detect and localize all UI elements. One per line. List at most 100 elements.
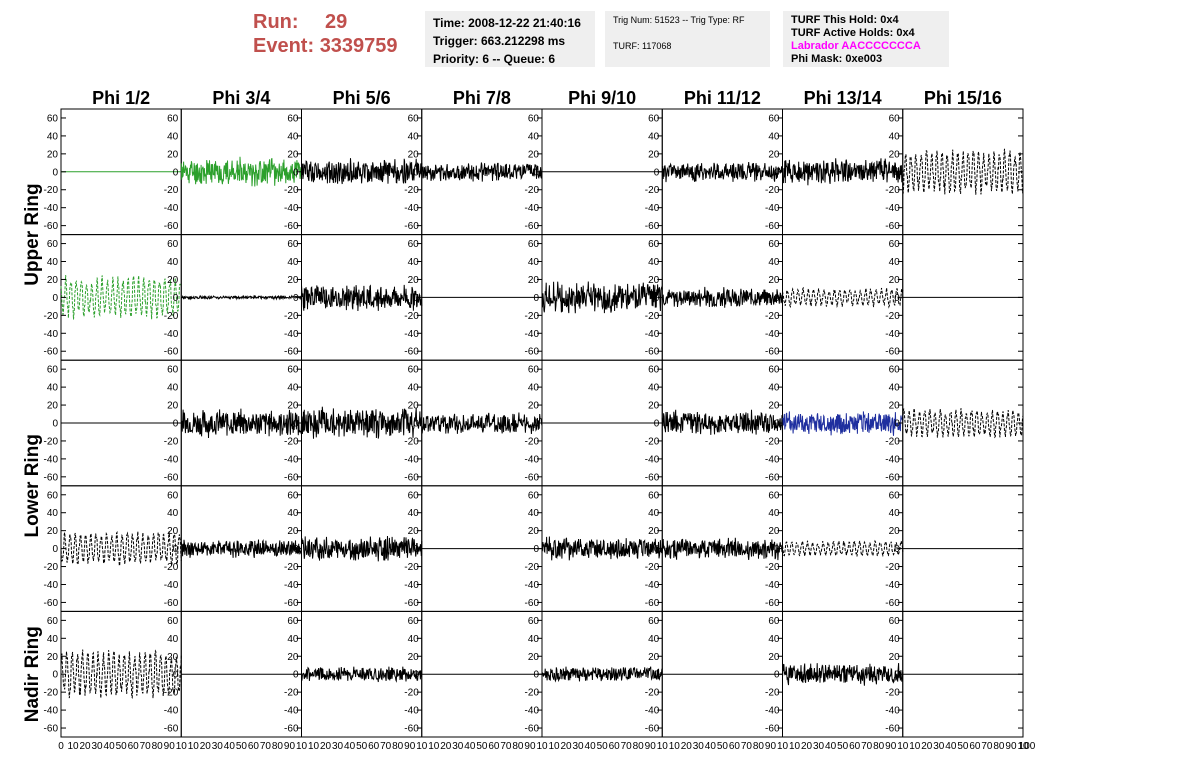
y-tick-label: 20 [167,275,179,286]
x-tick-label: 50 [116,741,128,752]
y-tick-label: 60 [287,365,299,376]
waveform-trace [301,158,423,185]
y-tick-label: 40 [768,257,780,268]
event-value: 3339759 [319,35,398,57]
x-tick-label: 60 [128,741,140,752]
y-tick-label: -40 [525,203,540,214]
y-tick-label: -20 [765,688,780,699]
y-tick-label: -40 [284,454,299,465]
x-tick-label: 60 [969,741,981,752]
y-tick-label: 20 [167,652,179,663]
y-tick-label: 0 [413,419,419,430]
x-tick-label: 20 [320,741,332,752]
priority-text: Priority: 6 -- Queue: 6 [433,52,556,66]
y-tick-label: -60 [765,472,780,483]
phi-mask-text: Phi Mask: 0xe003 [791,53,883,65]
x-tick-label: 60 [729,741,741,752]
y-tick-label: 40 [167,508,179,519]
turf-active-holds-text: TURF Active Holds: 0x4 [791,27,915,39]
y-tick-label: 0 [774,419,780,430]
y-tick-label: 20 [408,275,420,286]
y-tick-label: -40 [765,706,780,717]
x-tick-label: 90 [1005,741,1017,752]
y-tick-label: 0 [654,167,660,178]
y-tick-label: 40 [648,131,660,142]
y-tick-label: -60 [284,347,299,358]
x-tick-label: 30 [813,741,825,752]
y-tick-label: 40 [408,383,420,394]
y-tick-label: 40 [768,508,780,519]
waveform-trace [541,666,663,683]
y-tick-label: 40 [648,257,660,268]
y-tick-label: -20 [525,688,540,699]
y-tick-label: 0 [654,670,660,681]
row-label: Lower Ring [22,434,43,537]
y-tick-label: 60 [528,365,540,376]
y-tick-label: -20 [885,311,900,322]
y-tick-label: 0 [894,167,900,178]
y-tick-label: 20 [889,149,901,160]
y-tick-label: -60 [284,472,299,483]
y-tick-label: -60 [525,221,540,232]
x-tick-label: 90 [524,741,536,752]
y-tick-label: 0 [774,544,780,555]
y-tick-label: -40 [164,329,179,340]
y-tick-label: -20 [404,688,419,699]
run-event-box: Run: 29 Event: 3339759 [253,10,398,58]
y-tick-label: 0 [533,419,539,430]
y-tick-label: 60 [528,113,540,124]
y-tick-label: 40 [408,257,420,268]
y-tick-label: -40 [765,580,780,591]
y-tick-label: 40 [287,383,299,394]
y-tick-label: -20 [525,311,540,322]
y-tick-label: 20 [408,652,420,663]
y-tick-label: 60 [408,616,420,627]
x-tick-label: 10 [789,741,801,752]
y-tick-label: 0 [293,167,299,178]
y-tick-label: 0 [413,544,419,555]
y-tick-label: 20 [528,275,540,286]
x-tick-label: 70 [981,741,993,752]
y-tick-label: 60 [287,239,299,250]
y-tick-label: 0 [173,544,179,555]
y-tick-label: 40 [889,508,901,519]
waveform-trace [782,286,904,309]
x-tick-label: 50 [597,741,609,752]
y-tick-label: 20 [287,526,299,537]
x-tick-label: 70 [140,741,152,752]
y-tick-label: 60 [648,616,660,627]
x-tick-label: 90 [164,741,176,752]
y-tick-label: 60 [768,365,780,376]
y-tick-label: 60 [768,113,780,124]
x-tick-label: 90 [645,741,657,752]
y-tick-label: -20 [164,185,179,196]
column-header: Phi 1/2 [92,88,150,108]
y-tick-label: 40 [648,634,660,645]
event-label: Event: [253,35,315,57]
y-tick-label: 40 [528,383,540,394]
y-tick-label: 20 [47,149,59,160]
y-tick-label: -60 [765,221,780,232]
y-tick-label: 40 [167,634,179,645]
y-tick-label: -60 [164,347,179,358]
y-tick-label: -40 [645,454,660,465]
waveform-trace [60,530,182,568]
y-tick-label: 60 [408,239,420,250]
y-tick-label: -40 [885,706,900,717]
y-tick-label: -60 [525,347,540,358]
y-tick-label: 60 [408,490,420,501]
y-tick-label: -60 [404,221,419,232]
y-tick-label: -60 [645,347,660,358]
x-tick-label: 80 [512,741,524,752]
y-tick-label: -20 [404,562,419,573]
x-tick-label: 0 [58,741,64,752]
y-tick-label: 0 [52,293,58,304]
y-tick-label: -40 [765,203,780,214]
y-tick-label: 60 [167,113,179,124]
y-tick-label: 60 [768,616,780,627]
y-tick-label: -40 [645,580,660,591]
y-tick-label: 40 [648,383,660,394]
x-tick-label: 30 [332,741,344,752]
waveform-trace [60,649,182,699]
y-tick-label: -20 [645,688,660,699]
